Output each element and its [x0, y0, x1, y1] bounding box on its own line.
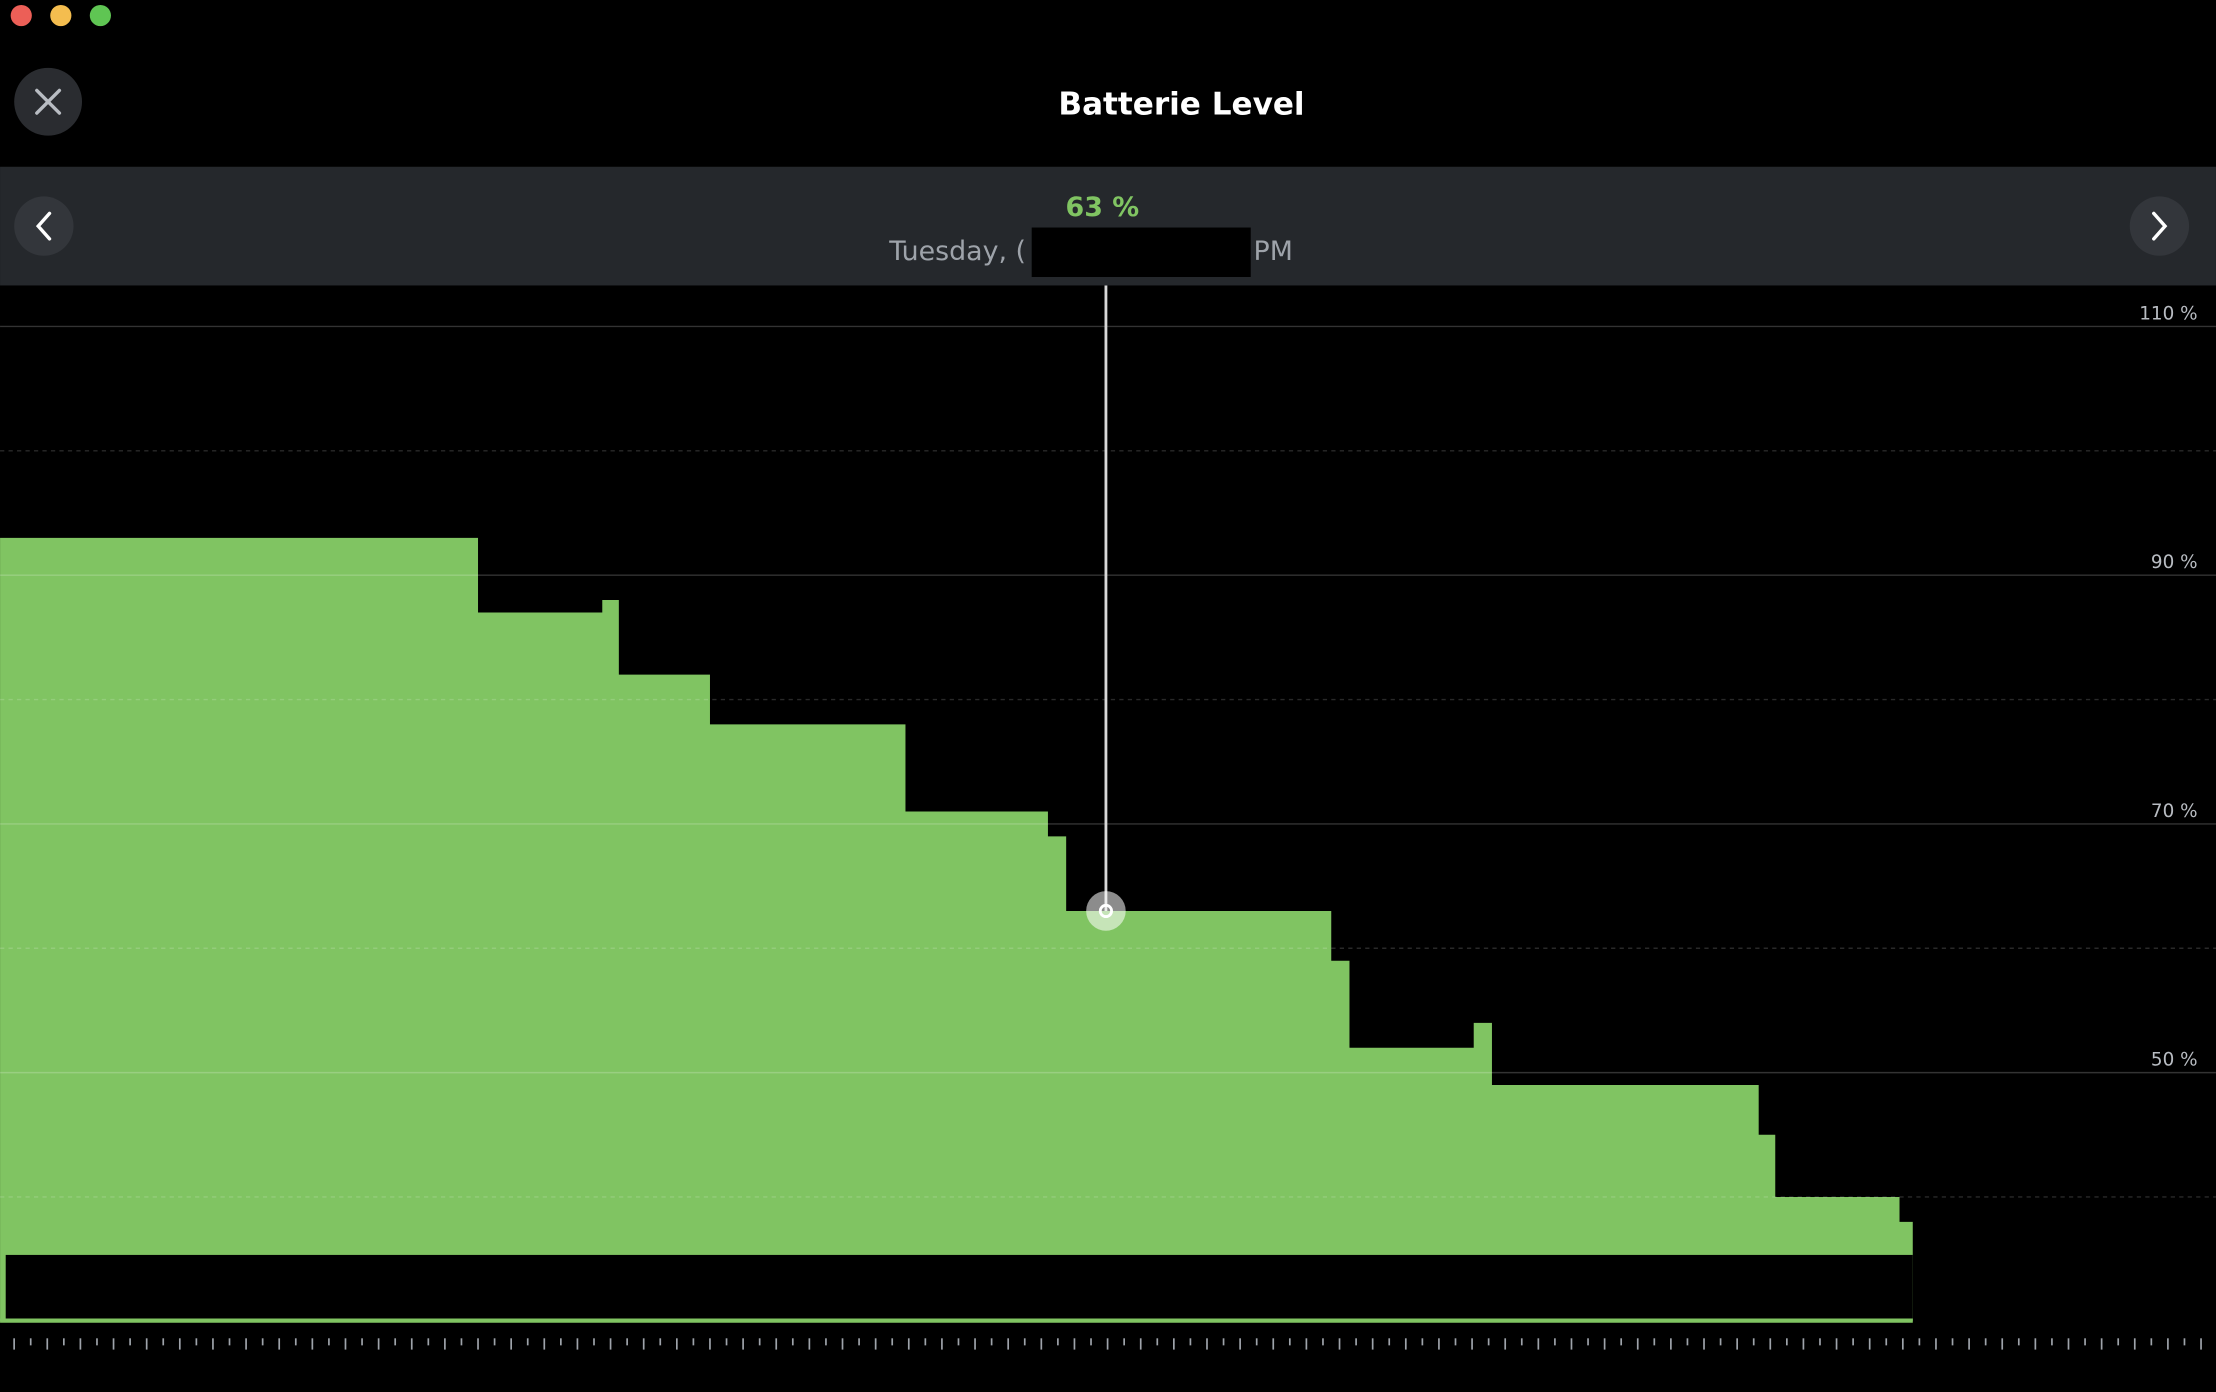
minimize-light[interactable]: [50, 4, 72, 27]
y-tick-label: 90 %: [2151, 552, 2198, 573]
zoom-light[interactable]: [89, 4, 111, 27]
y-tick-label: 70 %: [2151, 801, 2198, 822]
prev-button[interactable]: [14, 196, 74, 256]
y-tick-label: 50 %: [2151, 1050, 2198, 1071]
prev-icon: [35, 211, 52, 241]
plot: 110 % 90 % 70 % 50 %: [0, 285, 2216, 1350]
y-tick-label: 110 %: [2139, 303, 2197, 324]
date-prefix: Tuesday, (: [888, 236, 1026, 267]
close-window-light[interactable]: [10, 4, 32, 27]
battery-area: [0, 537, 1913, 1322]
selected-marker: [1086, 891, 1126, 931]
window-title: Batterie Level: [1058, 86, 1304, 122]
selected-marker-core: [1098, 903, 1113, 919]
date-suffix: PM: [1254, 236, 1293, 267]
next-button-bg: [2129, 196, 2190, 256]
next-icon: [2152, 211, 2168, 241]
bottom-band: [5, 1254, 1913, 1319]
redaction: [1031, 227, 1251, 277]
next-button[interactable]: [2129, 196, 2190, 256]
selected-value: 63 %: [1066, 192, 1140, 223]
prev-button-bg: [14, 196, 74, 256]
bottom-band-line: [0, 1318, 1913, 1323]
close-button[interactable]: [14, 67, 83, 136]
close-icon: [35, 88, 62, 115]
